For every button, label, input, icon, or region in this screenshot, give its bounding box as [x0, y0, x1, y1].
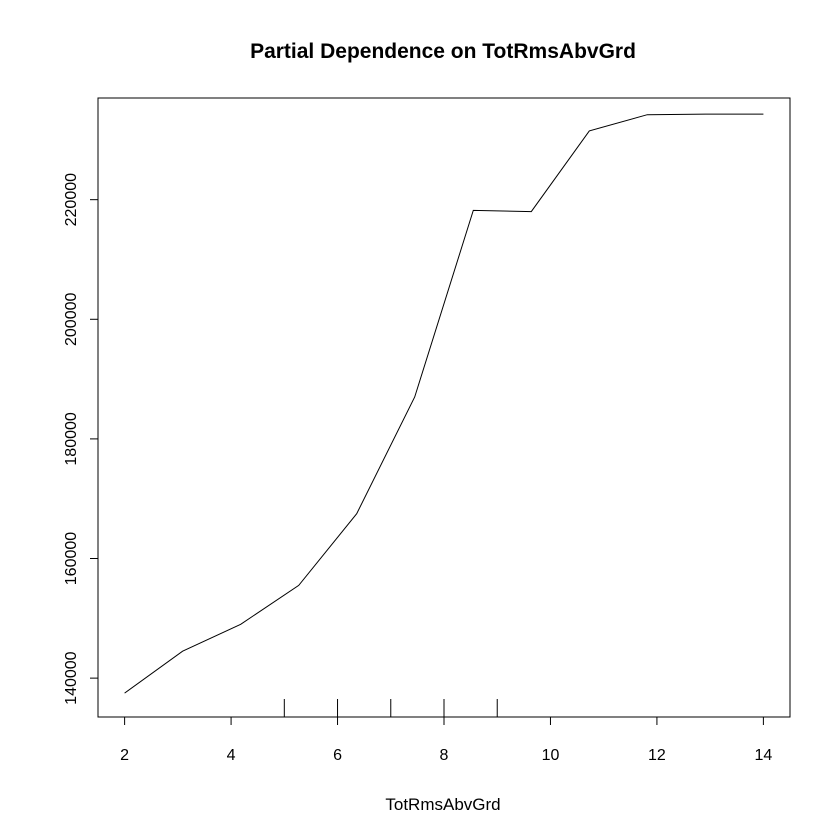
plot-frame [97, 97, 791, 718]
y-tick-label: 160000 [63, 532, 80, 585]
x-tick-label: 14 [754, 747, 772, 764]
series-line [124, 113, 764, 694]
x-axis: 2 4 6 8 10 12 14 [120, 716, 772, 764]
y-tick-label: 140000 [63, 651, 80, 704]
x-tick-label: 6 [333, 747, 342, 764]
y-tick-label: 180000 [63, 412, 80, 465]
y-tick-label: 200000 [63, 292, 80, 345]
x-tick-label: 10 [542, 747, 560, 764]
plot-lines [124, 113, 764, 694]
rug-marks [283, 699, 498, 717]
x-tick-label: 2 [120, 747, 129, 764]
x-tick-label: 8 [440, 747, 449, 764]
x-tick-label: 4 [227, 747, 236, 764]
x-tick-label: 12 [648, 747, 666, 764]
chart-title: Partial Dependence on TotRmsAbvGrd [250, 40, 636, 63]
x-axis-label: TotRmsAbvGrd [385, 795, 500, 814]
y-axis: 140000 160000 180000 200000 220000 [63, 173, 99, 705]
y-tick-label: 220000 [63, 173, 80, 226]
